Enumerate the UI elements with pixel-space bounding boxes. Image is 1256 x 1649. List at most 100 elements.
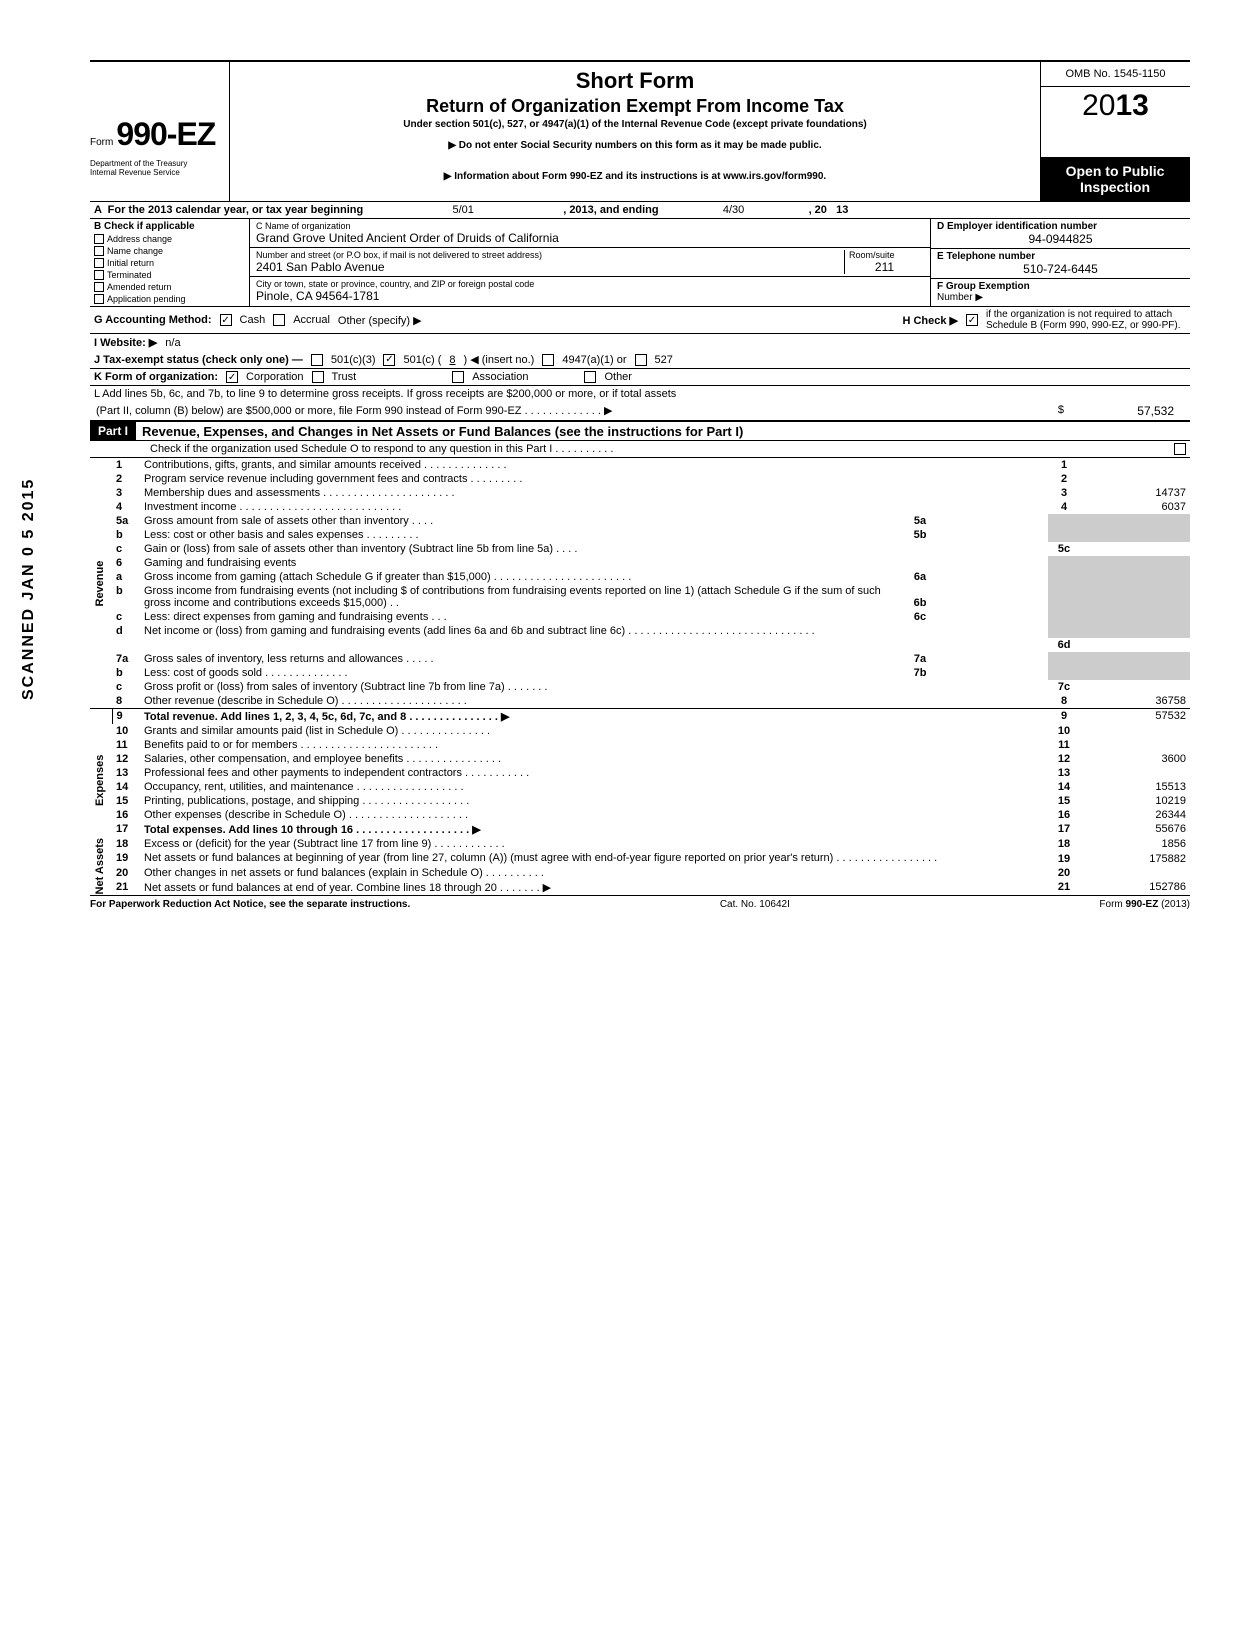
part1-sub: Check if the organization used Schedule …: [90, 441, 1190, 458]
l6b-desc: Gross income from fundraising events (no…: [140, 584, 902, 610]
l6c-desc: Less: direct expenses from gaming and fu…: [140, 610, 902, 624]
section-b: B Check if applicable Address change Nam…: [90, 219, 250, 306]
l11-desc: Benefits paid to or for members . . . . …: [140, 738, 1048, 752]
lines-table: Revenue 1 Contributions, gifts, grants, …: [90, 458, 1190, 895]
l17-desc: Total expenses. Add lines 10 through 16 …: [140, 822, 1048, 837]
form-number-cell: Form 990-EZ: [90, 62, 230, 157]
line-l-2: (Part II, column (B) below) are $500,000…: [90, 402, 1190, 421]
ein-label: D Employer identification number: [937, 221, 1184, 232]
chk-4947[interactable]: [542, 354, 554, 366]
l20-desc: Other changes in net assets or fund bala…: [140, 866, 1048, 880]
l14-desc: Occupancy, rent, utilities, and maintena…: [140, 780, 1048, 794]
l18-rn: 18: [1048, 837, 1080, 851]
footer-right-pre: Form: [1099, 899, 1125, 910]
501c-suf: ) ◀ (insert no.): [464, 353, 535, 366]
chk-terminated[interactable]: [94, 270, 104, 280]
other-label: Other (specify) ▶: [338, 314, 422, 327]
l3-num: 3: [112, 486, 140, 500]
l5-shade-val: [1080, 514, 1190, 542]
part1-header-row: Part I Revenue, Expenses, and Changes in…: [90, 421, 1190, 441]
l1-desc: Contributions, gifts, grants, and simila…: [140, 458, 1048, 472]
chk-corp[interactable]: [226, 371, 238, 383]
chk-501c[interactable]: [383, 354, 395, 366]
expenses-side-label: Expenses: [90, 724, 112, 837]
form-header: Form 990-EZ Short Form Return of Organiz…: [90, 60, 1190, 157]
l2-val: [1080, 472, 1190, 486]
netassets-side-label: Net Assets: [90, 837, 112, 895]
l5c-desc: Gain or (loss) from sale of assets other…: [140, 542, 1048, 556]
corp-label: Corporation: [246, 371, 303, 383]
l12-val: 3600: [1080, 752, 1190, 766]
chk-name-label: Name change: [107, 246, 163, 256]
l6d-desc: Net income or (loss) from gaming and fun…: [140, 624, 1048, 638]
l4-rnum: 4: [1048, 500, 1080, 514]
instruct-2: ▶ Information about Form 990-EZ and its …: [230, 167, 1040, 201]
line-l: L Add lines 5b, 6c, and 7b, to line 9 to…: [90, 386, 1190, 402]
short-form-title: Short Form: [238, 68, 1032, 94]
l9-num: 9: [112, 709, 140, 725]
chk-name[interactable]: [94, 246, 104, 256]
chk-other-k[interactable]: [584, 371, 596, 383]
footer: For Paperwork Reduction Act Notice, see …: [90, 895, 1190, 910]
l7c-num: c: [112, 680, 140, 694]
footer-right-suf: (2013): [1158, 899, 1190, 910]
l19-num: 19: [112, 851, 140, 865]
l10-num: 10: [112, 724, 140, 738]
form-prefix: Form: [90, 137, 113, 148]
l15-num: 15: [112, 794, 140, 808]
dept-irs: Internal Revenue Service: [90, 168, 229, 177]
website-val: n/a: [165, 337, 180, 349]
m6b-val: [938, 584, 1048, 610]
l7b-num: b: [112, 666, 140, 680]
501c-label: 501(c) (: [403, 354, 441, 366]
org-col: C Name of organization Grand Grove Unite…: [250, 219, 930, 306]
m7a: 7a: [902, 652, 938, 666]
l13-num: 13: [112, 766, 140, 780]
period-end: 4/30: [659, 204, 809, 216]
l21-rn: 21: [1048, 880, 1080, 895]
chk-amended[interactable]: [94, 282, 104, 292]
period-label: A For the 2013 calendar year, or tax yea…: [94, 204, 363, 216]
chk-h[interactable]: [966, 314, 978, 326]
l4-num: 4: [112, 500, 140, 514]
chk-accrual[interactable]: [273, 314, 285, 326]
chk-schedO[interactable]: [1174, 443, 1186, 455]
l12-desc: Salaries, other compensation, and employ…: [140, 752, 1048, 766]
chk-address[interactable]: [94, 234, 104, 244]
chk-initial[interactable]: [94, 258, 104, 268]
g-label: G Accounting Method:: [94, 314, 212, 326]
chk-address-label: Address change: [107, 234, 172, 244]
l4-val: 6037: [1080, 500, 1190, 514]
i-label: I Website: ▶: [94, 336, 157, 349]
l18-desc: Excess or (deficit) for the year (Subtra…: [140, 837, 1048, 851]
l12-num: 12: [112, 752, 140, 766]
l14-num: 14: [112, 780, 140, 794]
l5b-desc: Less: cost or other basis and sales expe…: [140, 528, 902, 542]
phone-label: E Telephone number: [937, 251, 1184, 262]
chk-amended-label: Amended return: [107, 282, 172, 292]
l9-desc: Total revenue. Add lines 1, 2, 3, 4, 5c,…: [140, 709, 1048, 725]
return-title: Return of Organization Exempt From Incom…: [238, 96, 1032, 117]
l9-val: 57532: [1080, 709, 1190, 725]
chk-501c3[interactable]: [311, 354, 323, 366]
revenue-side-label: Revenue: [90, 458, 112, 709]
l3-val: 14737: [1080, 486, 1190, 500]
m6b: 6b: [902, 584, 938, 610]
j-label: J Tax-exempt status (check only one) —: [94, 354, 303, 366]
subtitle: Under section 501(c), 527, or 4947(a)(1)…: [238, 119, 1032, 130]
527-label: 527: [655, 354, 673, 366]
chk-cash[interactable]: [220, 314, 232, 326]
right-header: OMB No. 1545-1150 2013: [1040, 62, 1190, 157]
m5a-val: [938, 514, 1048, 528]
chk-assoc[interactable]: [452, 371, 464, 383]
l6-num: 6: [112, 556, 140, 570]
l16-val: 26344: [1080, 808, 1190, 822]
l21-val: 152786: [1080, 880, 1190, 895]
chk-527[interactable]: [635, 354, 647, 366]
chk-trust[interactable]: [312, 371, 324, 383]
cash-label: Cash: [240, 314, 266, 326]
l6c-num: c: [112, 610, 140, 624]
l16-rn: 16: [1048, 808, 1080, 822]
chk-pending[interactable]: [94, 294, 104, 304]
l19-rn: 19: [1048, 851, 1080, 865]
